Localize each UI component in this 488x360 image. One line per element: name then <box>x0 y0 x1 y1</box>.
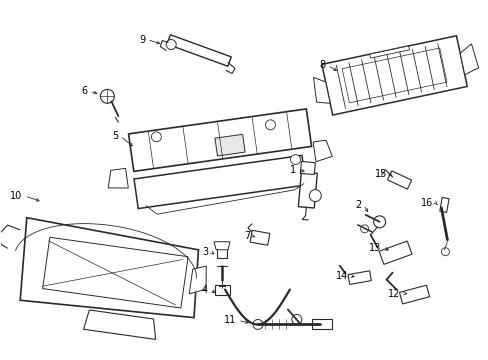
Polygon shape <box>166 35 231 66</box>
Polygon shape <box>217 242 226 258</box>
Circle shape <box>360 225 368 233</box>
Text: 10: 10 <box>10 191 22 201</box>
Polygon shape <box>313 77 329 103</box>
Text: 6: 6 <box>81 86 87 96</box>
Polygon shape <box>249 230 269 245</box>
Polygon shape <box>298 172 317 208</box>
Polygon shape <box>321 36 467 115</box>
Text: 1: 1 <box>289 165 295 175</box>
Text: 11: 11 <box>224 315 236 325</box>
Text: 5: 5 <box>112 131 118 141</box>
Polygon shape <box>108 168 128 188</box>
Text: 2: 2 <box>355 200 361 210</box>
Polygon shape <box>20 218 198 318</box>
Circle shape <box>252 319 263 329</box>
Polygon shape <box>128 109 311 171</box>
Polygon shape <box>386 171 411 189</box>
Polygon shape <box>439 197 448 212</box>
Polygon shape <box>312 140 332 162</box>
Circle shape <box>151 132 161 142</box>
Polygon shape <box>378 241 411 264</box>
Polygon shape <box>347 271 370 284</box>
Circle shape <box>309 190 321 202</box>
Circle shape <box>166 40 176 50</box>
Polygon shape <box>42 237 188 308</box>
Polygon shape <box>214 242 229 250</box>
Polygon shape <box>215 134 244 156</box>
Text: 12: 12 <box>387 289 400 298</box>
Polygon shape <box>369 46 408 58</box>
Text: 4: 4 <box>202 284 208 294</box>
Polygon shape <box>399 285 428 304</box>
Polygon shape <box>311 319 331 329</box>
Text: 8: 8 <box>319 60 325 71</box>
Circle shape <box>373 216 385 228</box>
Polygon shape <box>215 285 229 294</box>
Text: 13: 13 <box>368 243 381 253</box>
Circle shape <box>265 120 275 130</box>
Text: 14: 14 <box>335 271 347 281</box>
Text: 7: 7 <box>243 231 249 241</box>
Polygon shape <box>134 156 305 208</box>
Circle shape <box>291 315 301 324</box>
Text: 3: 3 <box>202 247 208 257</box>
Text: 15: 15 <box>374 169 387 179</box>
Circle shape <box>441 248 448 256</box>
Text: 16: 16 <box>420 198 432 208</box>
Polygon shape <box>459 44 478 75</box>
Polygon shape <box>342 48 446 103</box>
Circle shape <box>100 89 114 103</box>
Polygon shape <box>300 162 315 175</box>
Polygon shape <box>83 310 155 339</box>
Circle shape <box>290 154 300 165</box>
Text: 9: 9 <box>139 35 145 45</box>
Polygon shape <box>189 266 206 294</box>
